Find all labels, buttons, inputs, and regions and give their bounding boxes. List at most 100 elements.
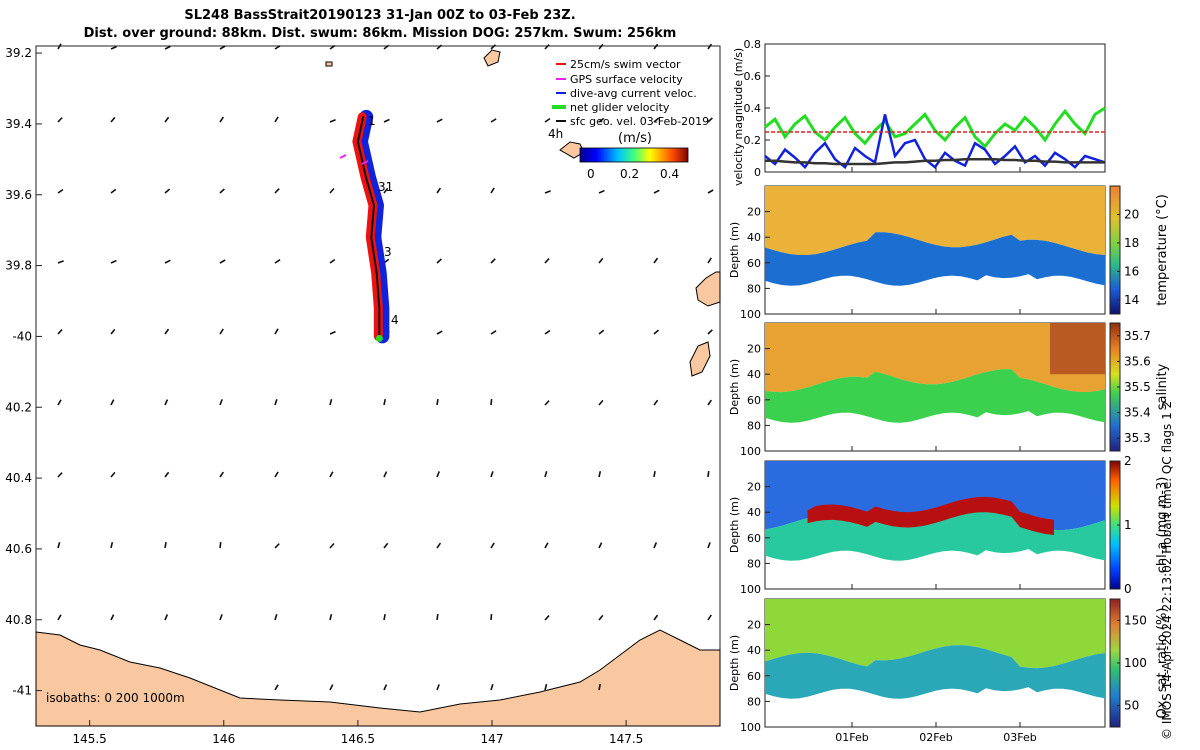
colorbar-tick-02: 0.2 [620,167,639,181]
cbar-label: chl-a (mg m-3) [1155,477,1170,574]
sfc-vector [490,187,495,194]
sfc-vector [110,541,114,549]
sfc-vector [653,117,660,123]
vel-series-line [764,106,1106,149]
vel-series-line [765,157,1105,166]
depth-tick-label: 80 [747,419,761,432]
land-south-coast [35,629,721,727]
sfc-vector [653,399,659,406]
land-island-right-2 [689,341,711,377]
vel-ytick-label: 0.6 [744,70,762,83]
map-ytick-label: -40 [12,329,32,343]
track-ribbon [356,115,381,338]
map-xtick-label: 146 [212,732,235,746]
sfc-vector [219,328,224,335]
sfc-vector [598,683,602,691]
map-ytick-label: 39.4 [5,117,32,131]
legend-dive: dive-avg current veloc. [570,87,697,100]
sfc-vector [436,684,440,691]
date-tick-label: 01Feb [835,731,868,744]
land-island-top [483,49,501,67]
sfc-vector [436,258,442,264]
sfc-vector [164,45,171,50]
layer-upper [765,323,1105,393]
sfc-vector [219,399,223,406]
colorbar-tick-0: 0 [587,167,595,181]
sfc-vector [110,259,117,264]
velocity-ylabel: velocity magnitude (m/s) [732,48,745,186]
sfc-vector [110,116,116,123]
sfc-vector [164,259,171,264]
sfc-vector [707,189,714,194]
sfc-vector [274,614,278,621]
sfc-vector [544,258,550,264]
depth-tick-label: 60 [747,257,761,270]
sfc-vector [598,189,605,194]
sfc-vector [110,45,117,50]
map-ytick-label: 40.4 [5,471,32,485]
sfc-vector [57,614,62,621]
vel-ytick-label: 0.2 [744,134,762,147]
cbar-label: temperature (°C) [1155,194,1170,306]
sfc-vector [164,328,170,335]
layer-lower [765,232,1105,286]
sfc-vector [219,471,225,478]
map-ytick-label: 39.2 [5,46,32,60]
sfc-vector [164,614,169,621]
sfc-vector [383,398,387,406]
sfc-vector [329,684,334,691]
map-legend: 25cm/s swim vector GPS surface velocity … [548,58,709,181]
day-label-4: 4 [391,313,399,327]
depth-tick-label: 100 [740,445,761,458]
cbar-tick-label: 14 [1124,293,1139,307]
sfc-vector [490,684,494,691]
sfc-vector [57,188,64,194]
sfc-vector [274,188,280,194]
sfc-vector [164,399,169,406]
map-xtick-label: 147.5 [609,732,643,746]
map-ytick-label: 40.6 [5,542,32,556]
sfc-vector [57,399,62,406]
map-axis-ticks: 145.5 146 146.5 147 147.5 39.2 39.4 39.6 39.8 -40… [5,46,643,746]
sfc-vector [164,116,170,123]
sfc-vector [707,257,712,264]
depth-tick-label: 20 [747,619,761,632]
sfc-vector [329,44,336,50]
date-tick-label: 03Feb [1003,731,1036,744]
sfc-vector [544,615,550,621]
sfc-vector [329,187,335,194]
legend-gps: GPS surface velocity [570,73,683,86]
sfc-vector [329,258,336,264]
cbar-tick-label: 16 [1124,264,1139,278]
colorbar-unit: (m/s) [618,131,652,146]
sfc-vector [110,614,115,621]
sfc-vector [219,45,226,50]
cbar-tick-label: 0 [1124,582,1132,596]
sfc-vector [329,542,335,549]
isobaths-label: isobaths: 0 200 1000m [46,691,185,705]
depth-axis-label: Depth (m) [728,359,741,415]
sfc-vector [219,259,226,264]
map-ytick-label: 39.8 [5,259,32,273]
sfc-vector [544,683,548,691]
legend-net: net glider velocity [570,101,670,114]
sfc-vector [383,613,386,621]
depth-tick-label: 60 [747,532,761,545]
sfc-vector [653,614,659,621]
profile-panel-oxygen-saturation: 20 40 60 80 100 Depth (m) 150 100 50 Ox. sat. rat… [728,598,1170,734]
sfc-vector [219,541,222,549]
day-label-1: 1 [368,114,376,128]
cbar-tick-label: 20 [1124,207,1139,221]
vel-ytick-label: 0.8 [744,38,762,51]
sfc-vector [544,190,551,194]
sfc-vector [219,116,225,123]
sfc-vector [383,187,389,194]
sfc-vector [490,330,497,335]
sfc-vector [110,328,116,335]
sfc-vector [598,257,604,264]
map-ytick-label: 40.8 [5,613,32,627]
sfc-vector [653,43,659,50]
sfc-vector [110,399,115,406]
day-label-31: 31 [378,180,393,194]
